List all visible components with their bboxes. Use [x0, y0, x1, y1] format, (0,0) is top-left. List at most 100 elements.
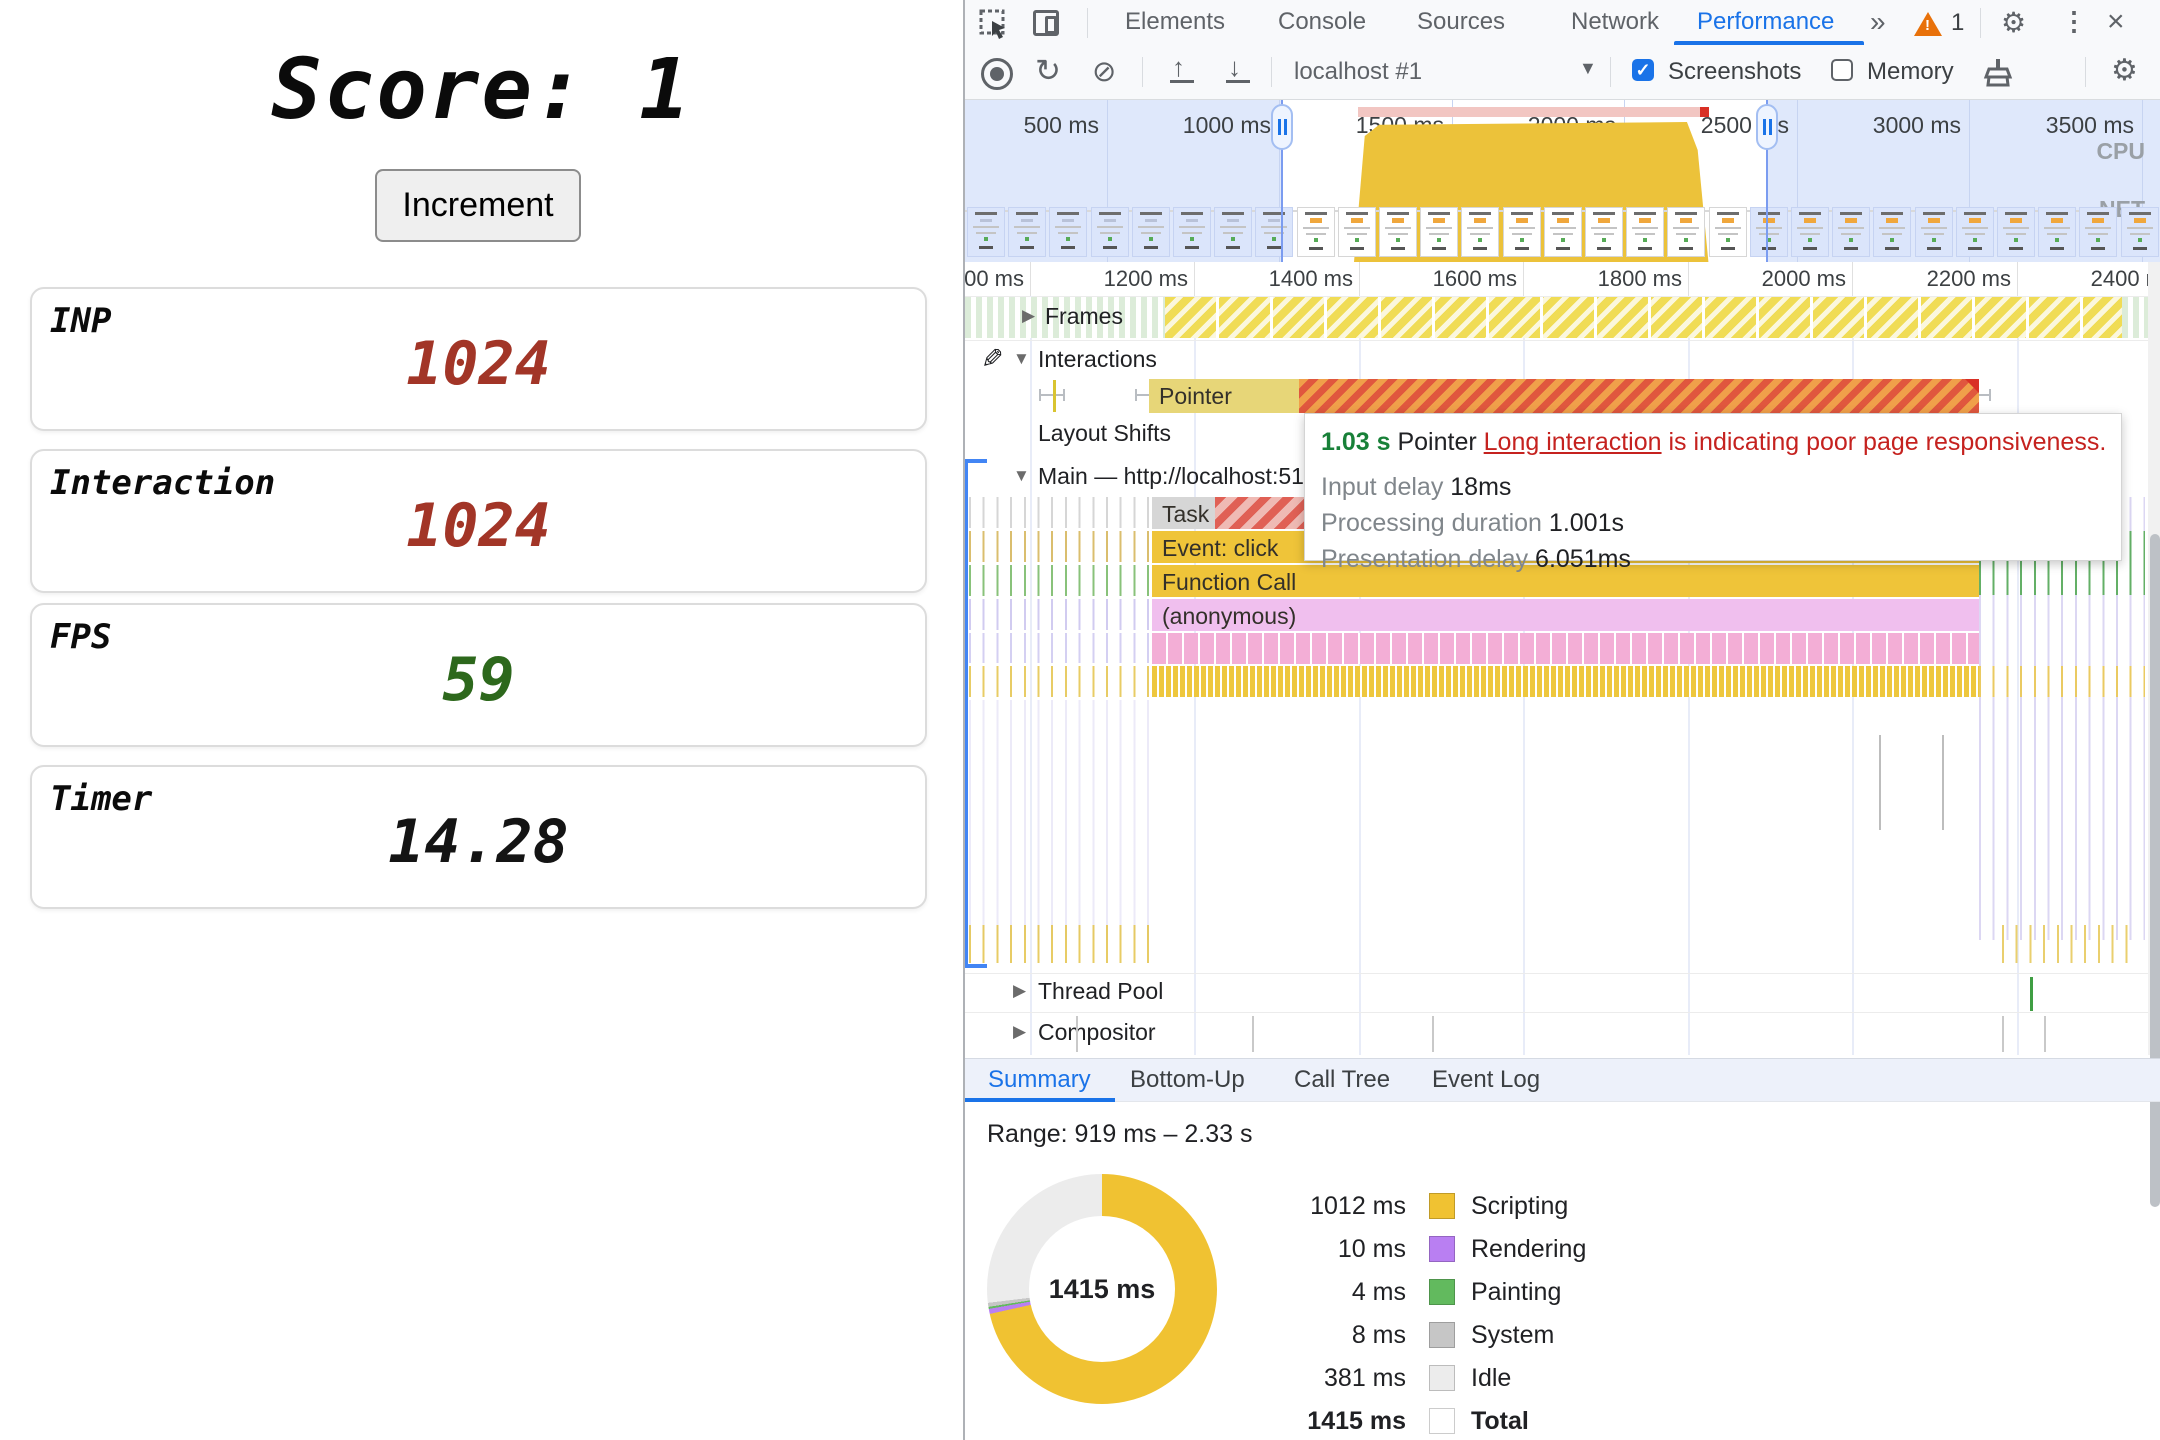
tooltip-row-label: Presentation delay — [1321, 545, 1529, 573]
filmstrip-frame[interactable] — [1955, 207, 1994, 257]
compositor-expand-icon[interactable]: ▶ — [1013, 1022, 1027, 1041]
filmstrip-frame[interactable] — [1708, 207, 1747, 257]
pointer-interaction-long-bar[interactable] — [1299, 379, 1979, 413]
annotate-pencil-icon[interactable]: ✎ — [981, 344, 1004, 374]
filmstrip-frame[interactable] — [1337, 207, 1376, 257]
filmstrip-frame[interactable] — [1914, 207, 1953, 257]
handle-grip — [1769, 119, 1772, 135]
filmstrip-frame[interactable] — [1379, 207, 1417, 257]
collect-garbage-icon[interactable] — [1981, 55, 2015, 89]
legend-value: 381 ms — [1324, 1364, 1406, 1392]
filmstrip-frame[interactable] — [1173, 207, 1211, 257]
filmstrip-frame-detail — [1272, 237, 1277, 241]
memory-checkbox[interactable] — [1831, 59, 1853, 81]
overview-tick-label: 3500 ms — [2045, 112, 2134, 138]
filmstrip-frame-detail — [1021, 219, 1034, 222]
reload-record-icon[interactable]: ↻ — [1035, 53, 1061, 88]
tab-call-tree[interactable]: Call Tree — [1294, 1066, 1391, 1093]
frames-expand-icon[interactable]: ▶ — [1022, 306, 1036, 325]
metric-value: 59 — [442, 645, 515, 715]
legend-swatch — [1429, 1322, 1455, 1348]
vertical-scrollbar[interactable] — [2148, 262, 2160, 1207]
filmstrip-frame[interactable] — [1255, 207, 1294, 257]
filmstrip-frame[interactable] — [1296, 207, 1335, 257]
filmstrip-frame[interactable] — [1049, 207, 1088, 257]
device-toolbar-icon[interactable] — [1033, 10, 1059, 36]
filmstrip-frame[interactable] — [1461, 207, 1500, 257]
tab-performance[interactable]: Performance — [1697, 8, 1835, 35]
profile-select-caret-icon[interactable]: ▼ — [1579, 58, 1597, 78]
warning-icon-bang: ! — [1925, 17, 1930, 34]
increment-button[interactable]: Increment — [375, 169, 581, 242]
interaction-whisker-cap — [1063, 389, 1065, 401]
flame-dense-scripting[interactable] — [1152, 666, 1979, 697]
filmstrip-frame-detail — [1096, 226, 1123, 228]
long-interaction-link[interactable]: Long interaction — [1483, 428, 1662, 456]
filmstrip-frame[interactable] — [2079, 207, 2118, 257]
filmstrip-frame[interactable] — [1585, 207, 1623, 257]
more-tabs-icon[interactable]: » — [1870, 6, 1886, 37]
metric-label: Timer — [50, 779, 153, 819]
frames-track-partial[interactable] — [1165, 297, 2122, 338]
filmstrip-frame-detail — [1346, 233, 1367, 235]
ruler-tick — [1194, 262, 1195, 296]
upload-profile-icon[interactable]: ↑ — [1170, 52, 1194, 83]
warning-icon[interactable] — [1914, 12, 1942, 36]
filmstrip-frame[interactable] — [1090, 207, 1129, 257]
filmstrip-frame[interactable] — [1543, 207, 1582, 257]
filmstrip-frame[interactable] — [1420, 207, 1459, 257]
thread-pool-expand-icon[interactable]: ▶ — [1013, 981, 1027, 1000]
flame-dense-js-frames[interactable] — [1152, 633, 1979, 664]
main-collapse-icon[interactable]: ▼ — [1013, 466, 1030, 485]
settings-gear-icon[interactable]: ⚙ — [2001, 7, 2027, 38]
interactions-collapse-icon[interactable]: ▼ — [1013, 349, 1030, 368]
tab-console[interactable]: Console — [1278, 8, 1367, 35]
filmstrip-frame[interactable] — [967, 207, 1005, 257]
filmstrip-frame-detail — [1396, 238, 1400, 242]
pointer-interaction-bar[interactable]: Pointer — [1149, 379, 1299, 413]
selection-handle-right[interactable] — [1756, 104, 1778, 150]
clear-icon[interactable]: ⊘ — [1092, 56, 1117, 88]
filmstrip-frame[interactable] — [1626, 207, 1665, 257]
download-profile-icon[interactable]: ↓ — [1226, 52, 1250, 83]
tooltip-message: is indicating poor page responsiveness. — [1668, 428, 2107, 456]
issues-count[interactable]: 1 — [1951, 9, 1965, 36]
filmstrip-frame-detail — [1343, 227, 1370, 229]
tab-bottom-up[interactable]: Bottom-Up — [1130, 1066, 1245, 1093]
tab-event-log[interactable]: Event Log — [1432, 1066, 1541, 1093]
kebab-menu-icon[interactable]: ⋮ — [2061, 6, 2087, 36]
flame-function-call-bar[interactable]: Function Call — [1152, 565, 1979, 597]
filmstrip-frame-detail — [979, 246, 993, 249]
close-devtools-icon[interactable]: × — [2107, 5, 2125, 38]
tab-sources[interactable]: Sources — [1417, 8, 1506, 35]
filmstrip-frame[interactable] — [2038, 207, 2077, 257]
scrollbar-thumb[interactable] — [2150, 534, 2160, 1207]
filmstrip-frame[interactable] — [1008, 207, 1047, 257]
profile-select[interactable]: localhost #1 — [1294, 58, 1423, 85]
tooltip-row: Presentation delay 6.051ms — [1321, 545, 2121, 574]
filmstrip-frame[interactable] — [1214, 207, 1253, 257]
record-icon[interactable] — [981, 58, 1013, 90]
capture-settings-gear-icon[interactable]: ⚙ — [2111, 54, 2138, 87]
selection-handle-left[interactable] — [1271, 104, 1293, 150]
filmstrip-frame[interactable] — [1997, 207, 2035, 257]
filmstrip-frame[interactable] — [1832, 207, 1871, 257]
divider — [1271, 57, 1272, 87]
filmstrip-frame[interactable] — [1749, 207, 1788, 257]
filmstrip-frame-detail — [1920, 227, 1947, 229]
filmstrip-frame[interactable] — [1791, 207, 1829, 257]
tab-summary[interactable]: Summary — [988, 1066, 1091, 1093]
filmstrip-frame[interactable] — [1502, 207, 1541, 257]
legend-swatch — [1429, 1365, 1455, 1391]
flame-anonymous-bar[interactable]: (anonymous) — [1152, 599, 1979, 631]
filmstrip-frame[interactable] — [2120, 207, 2159, 257]
filmstrip-frame-detail — [1102, 246, 1117, 249]
filmstrip-frame[interactable] — [1131, 207, 1170, 257]
tab-network[interactable]: Network — [1571, 8, 1660, 35]
inspect-element-icon[interactable] — [979, 9, 1009, 39]
screenshots-checkbox[interactable]: ✓ — [1632, 59, 1654, 81]
filmstrip-frame[interactable] — [1873, 207, 1912, 257]
tab-elements[interactable]: Elements — [1125, 8, 1226, 35]
filmstrip-frame[interactable] — [1667, 207, 1706, 257]
timeline-ruler[interactable]: 00 ms 1200 ms 1400 ms 1600 ms 1800 ms 2000 ms… — [965, 262, 2160, 297]
